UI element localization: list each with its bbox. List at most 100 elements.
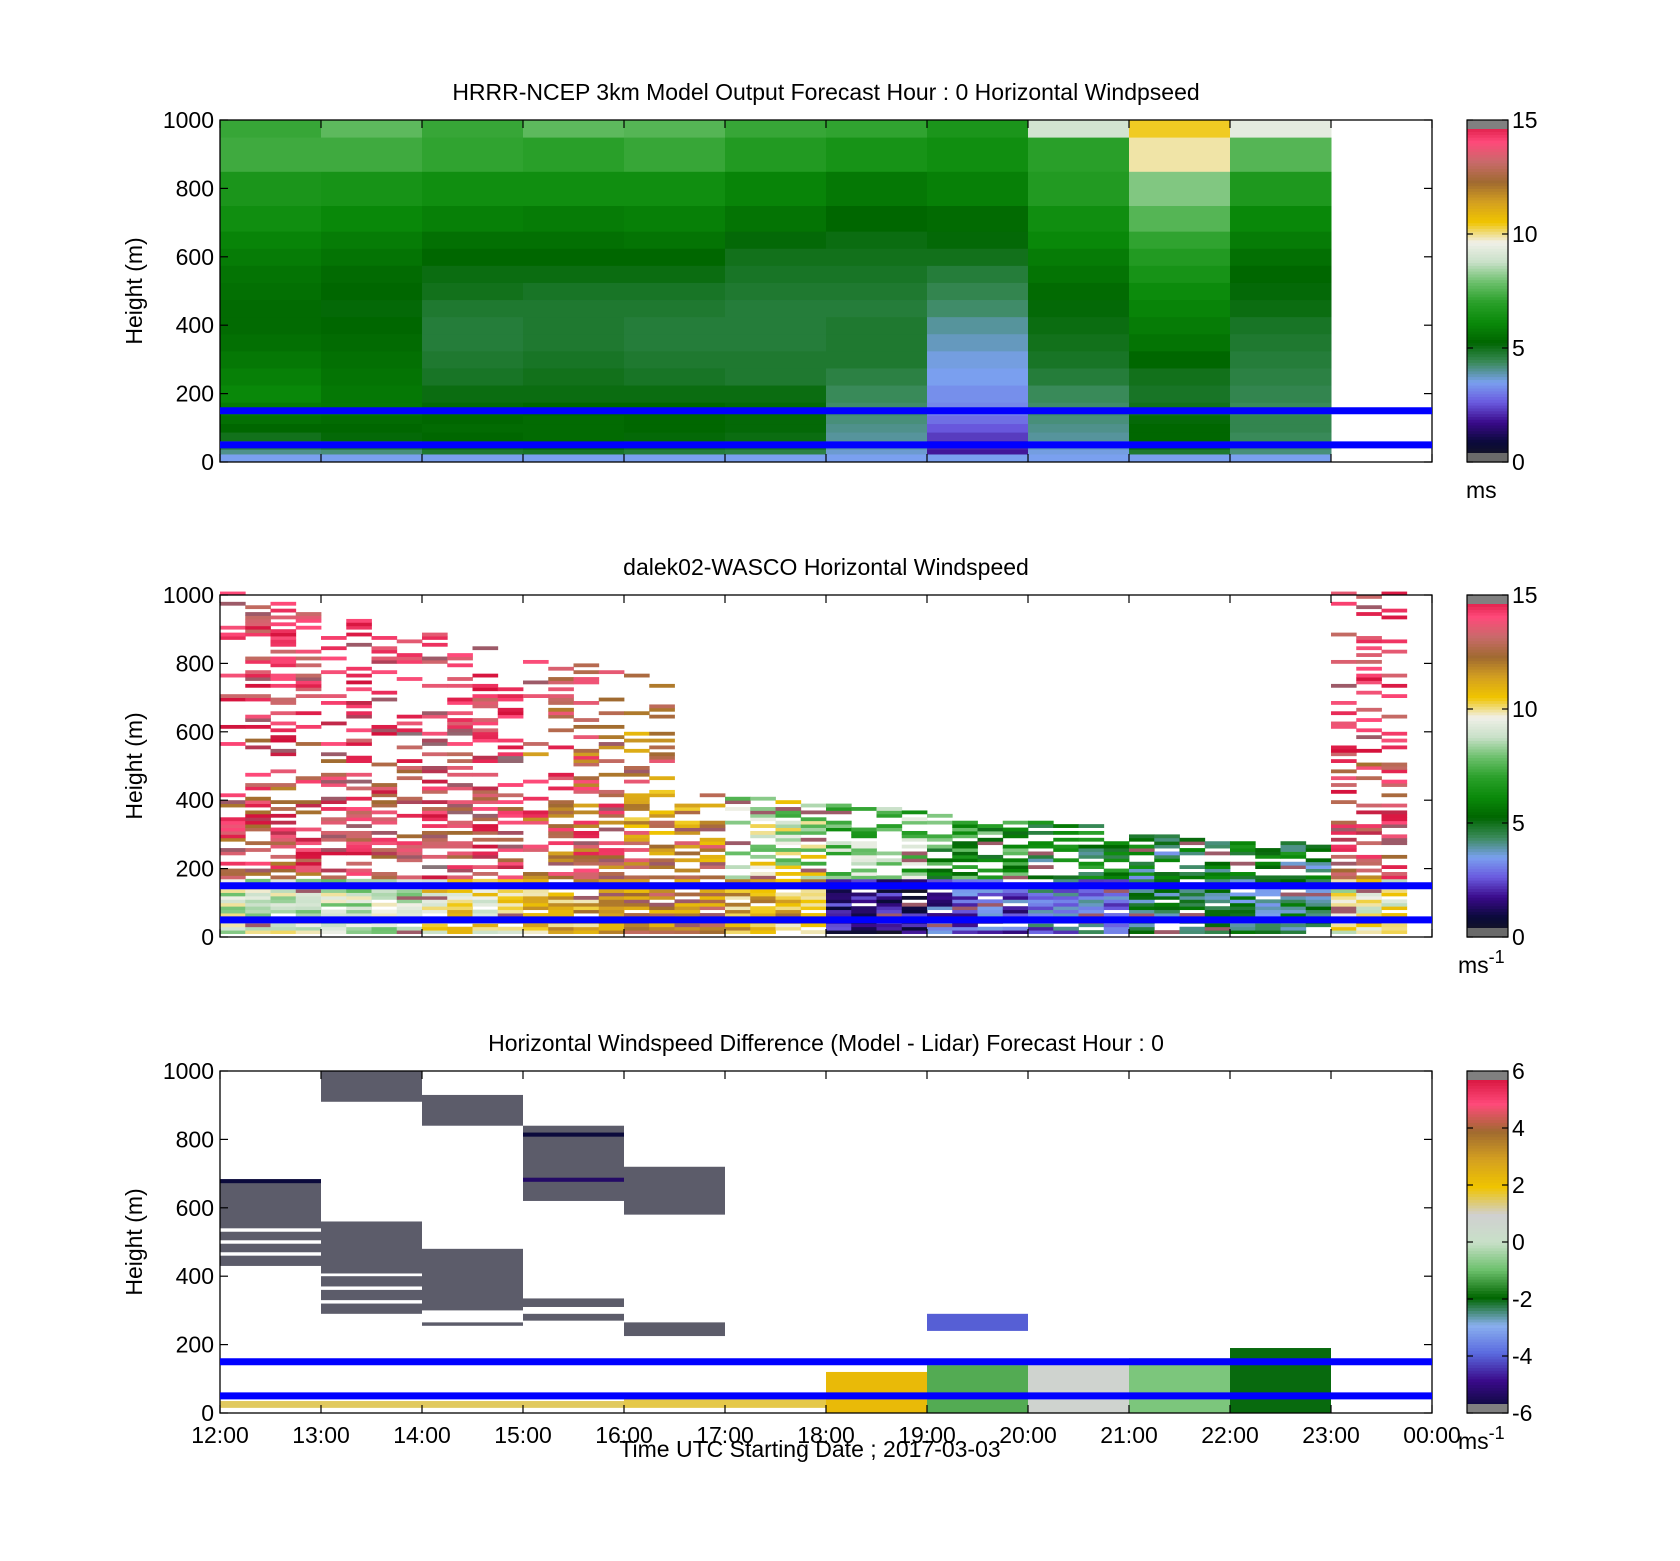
heatmap-cell (699, 923, 726, 928)
heatmap-cell (523, 454, 624, 462)
heatmap-cell (1331, 759, 1357, 763)
heatmap-cell (270, 769, 297, 774)
heatmap-cell (245, 738, 271, 743)
heatmap-cell (1154, 913, 1180, 917)
heatmap-cell (851, 834, 877, 839)
heatmap-cell (321, 851, 347, 856)
heatmap-cell (1381, 902, 1408, 907)
heatmap-cell (699, 865, 726, 869)
heatmap-cell (220, 793, 246, 798)
colorbar-cell (1467, 365, 1508, 369)
heatmap-cell (1305, 899, 1332, 904)
heatmap-cell (851, 830, 877, 835)
x-tick-label: 16:00 (595, 1422, 653, 1448)
heatmap-cell (472, 738, 499, 743)
heatmap-cell (649, 892, 675, 897)
heatmap-cell (220, 875, 246, 880)
colorbar-cell (1467, 780, 1508, 784)
colorbar-cell (1467, 1182, 1508, 1186)
heatmap-cell (1129, 926, 1155, 931)
heatmap-cell (1154, 909, 1180, 914)
heatmap-cell (674, 810, 701, 815)
heatmap-cell (624, 902, 650, 907)
heatmap-cell (851, 913, 877, 917)
heatmap-cell (371, 656, 398, 661)
heatmap-cell (447, 878, 473, 883)
heatmap-cell (1103, 875, 1130, 880)
colorbar-cell (1467, 367, 1508, 372)
heatmap-cell (447, 810, 473, 815)
heatmap-cell (725, 930, 751, 934)
heatmap-cell (220, 694, 246, 698)
heatmap-cell (220, 697, 246, 702)
colorbar-cell (1467, 620, 1508, 625)
heatmap-cell (1103, 848, 1130, 852)
heatmap-cell (447, 752, 473, 757)
heatmap-cell (371, 690, 398, 695)
heatmap-cell (750, 830, 776, 835)
heatmap-cell (1331, 745, 1357, 750)
heatmap-cell (1078, 837, 1105, 842)
heatmap-cell (523, 659, 549, 664)
heatmap-cell (245, 605, 271, 610)
heatmap-cell (1028, 120, 1130, 138)
colorbar-cell (1467, 717, 1508, 721)
heatmap-cell (649, 889, 675, 893)
heatmap-cell (422, 878, 448, 883)
heatmap-cell (800, 820, 827, 825)
heatmap-cell (472, 694, 499, 698)
heatmap-cell (422, 248, 524, 266)
colorbar-cell (1467, 603, 1508, 607)
colorbar-cell (1467, 1338, 1508, 1343)
colorbar-cell (1467, 1287, 1508, 1292)
heatmap-cell (598, 854, 625, 859)
heatmap-cell (674, 807, 701, 811)
colorbar-cell (1467, 1190, 1508, 1195)
colorbar-cell (1467, 162, 1508, 167)
colorbar-cell (1467, 669, 1508, 673)
heatmap-cell (1331, 783, 1357, 787)
heatmap-cell (1078, 865, 1105, 869)
heatmap-cell (573, 783, 600, 787)
colorbar-cell (1467, 865, 1508, 870)
heatmap-cell (321, 701, 347, 705)
colorbar-cell (1467, 1185, 1508, 1189)
heatmap-cell (573, 906, 600, 911)
heatmap-cell (573, 875, 600, 880)
difference-block (523, 1313, 624, 1321)
heatmap-cell (1078, 906, 1105, 911)
colorbar-cell (1467, 666, 1508, 670)
heatmap-cell (624, 137, 726, 172)
heatmap-cell (220, 820, 246, 825)
heatmap-cell (1078, 889, 1105, 893)
heatmap-cell (1179, 865, 1206, 869)
colorbar-cell (1467, 1401, 1508, 1406)
heatmap-cell (1280, 906, 1307, 911)
colorbar-cell (1467, 677, 1508, 682)
heatmap-cell (1028, 820, 1054, 825)
heatmap-cell (699, 844, 726, 849)
heatmap-cell (447, 830, 473, 835)
heatmap-cell (1230, 902, 1256, 907)
heatmap-cell (346, 625, 372, 630)
heatmap-cell (1002, 844, 1029, 849)
heatmap-cell (1381, 889, 1408, 893)
heatmap-cell (1230, 895, 1256, 900)
heatmap-cell (1204, 892, 1231, 897)
heatmap-cell (1028, 913, 1054, 917)
heatmap-cell (220, 591, 246, 596)
colorbar-cell (1467, 1290, 1508, 1294)
colorbar-cell (1467, 199, 1508, 204)
heatmap-cell (1179, 906, 1206, 911)
heatmap-cell (346, 844, 372, 849)
heatmap-cell (725, 137, 827, 172)
heatmap-cell (1129, 171, 1231, 206)
heatmap-cell (245, 872, 271, 876)
heatmap-cell (1179, 892, 1206, 897)
heatmap-cell (1331, 848, 1357, 852)
heatmap-cell (1255, 878, 1281, 883)
heatmap-cell (1331, 827, 1357, 832)
missing-gap (523, 1308, 624, 1313)
heatmap-cell (548, 899, 574, 904)
colorbar-cell (1467, 407, 1508, 412)
